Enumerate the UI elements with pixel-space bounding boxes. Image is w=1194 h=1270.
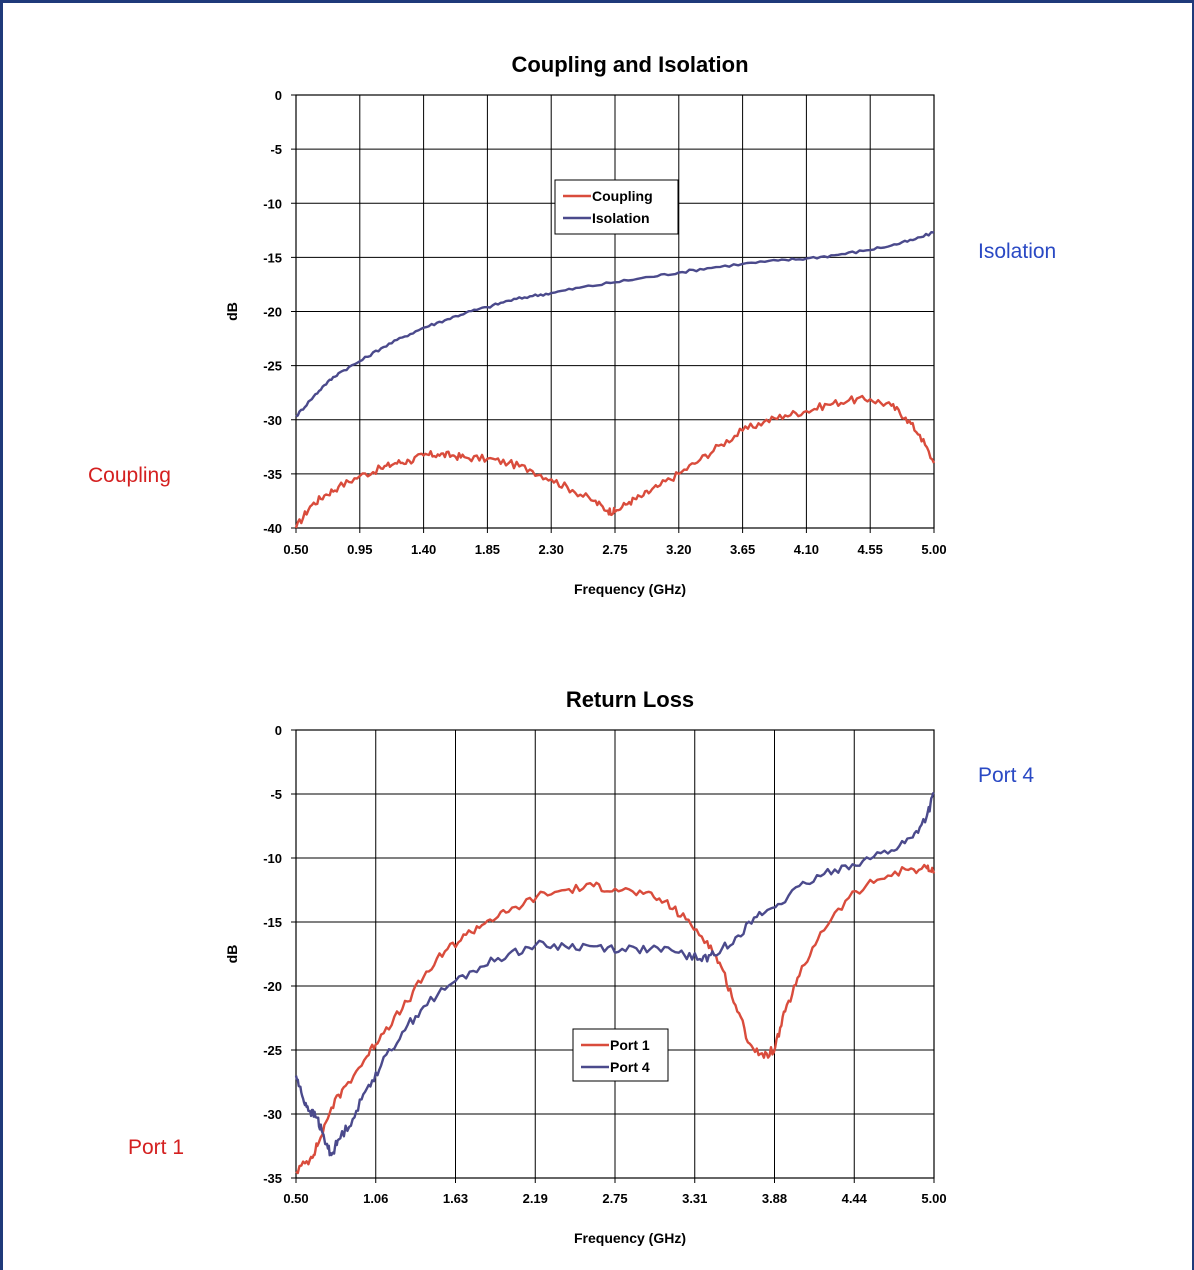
y-tick-label: -5 bbox=[270, 142, 282, 157]
y-tick-label: -20 bbox=[263, 979, 282, 994]
y-tick-label: -30 bbox=[263, 1107, 282, 1122]
chart-title: Return Loss bbox=[566, 687, 694, 712]
x-tick-label: 5.00 bbox=[921, 1191, 946, 1206]
series-line-coupling bbox=[294, 394, 936, 529]
x-tick-label: 0.50 bbox=[283, 542, 308, 557]
series-line-isolation bbox=[295, 230, 935, 418]
plot-area-border bbox=[295, 729, 935, 1179]
legend-entry-label: Port 1 bbox=[610, 1037, 650, 1053]
y-tick-label: -25 bbox=[263, 1043, 282, 1058]
x-tick-label: 1.85 bbox=[475, 542, 500, 557]
y-axis-label: dB bbox=[224, 302, 240, 321]
grid bbox=[291, 729, 935, 1183]
isolation-side-label: Isolation bbox=[978, 240, 1057, 263]
y-tick-label: -15 bbox=[263, 915, 282, 930]
port4-side-label: Port 4 bbox=[978, 764, 1035, 787]
legend: Port 1 Port 4 bbox=[572, 1028, 669, 1082]
y-tick-label: 0 bbox=[275, 723, 282, 738]
x-tick-label: 5.00 bbox=[921, 542, 946, 557]
x-tick-label: 4.55 bbox=[858, 542, 883, 557]
legend-entry-label: Isolation bbox=[592, 210, 650, 226]
x-tick-label: 1.63 bbox=[443, 1191, 468, 1206]
series-line-port-4 bbox=[294, 792, 935, 1157]
x-tick-label: 1.06 bbox=[363, 1191, 388, 1206]
x-tick-label: 0.50 bbox=[283, 1191, 308, 1206]
legend: Coupling Isolation bbox=[554, 179, 679, 235]
x-tick-label: 1.40 bbox=[411, 542, 436, 557]
plot-area-border bbox=[295, 94, 935, 529]
y-tick-label: -20 bbox=[263, 305, 282, 320]
coupling-side-label: Coupling bbox=[88, 464, 171, 487]
x-tick-label: 2.75 bbox=[602, 542, 627, 557]
x-tick-label: 3.88 bbox=[762, 1191, 787, 1206]
x-tick-label: 2.75 bbox=[602, 1191, 627, 1206]
y-tick-label: -10 bbox=[263, 851, 282, 866]
y-tick-label: -30 bbox=[263, 413, 282, 428]
y-tick-label: -5 bbox=[270, 787, 282, 802]
coupling-isolation-chart: Coupling and Isolation 0.50 0.95 1.40 1.85 2.… bbox=[224, 52, 947, 597]
legend-entry-label: Coupling bbox=[592, 188, 653, 204]
y-tick-label: 0 bbox=[275, 88, 282, 103]
x-tick-label: 0.95 bbox=[347, 542, 372, 557]
x-tick-label: 3.65 bbox=[730, 542, 755, 557]
x-tick-label: 2.19 bbox=[523, 1191, 548, 1206]
x-tick-label: 2.30 bbox=[539, 542, 564, 557]
port1-side-label: Port 1 bbox=[128, 1136, 185, 1159]
chart-title: Coupling and Isolation bbox=[511, 52, 748, 77]
grid bbox=[291, 94, 935, 533]
legend-box bbox=[572, 1028, 669, 1082]
x-tick-label: 3.20 bbox=[666, 542, 691, 557]
y-tick-label: -35 bbox=[263, 1171, 282, 1186]
legend-entry-label: Port 4 bbox=[610, 1059, 650, 1075]
y-tick-label: -25 bbox=[263, 359, 282, 374]
x-axis-label: Frequency (GHz) bbox=[574, 1230, 686, 1246]
x-tick-label: 3.31 bbox=[682, 1191, 707, 1206]
y-tick-label: -15 bbox=[263, 250, 282, 265]
y-tick-label: -35 bbox=[263, 467, 282, 482]
series-line-port-1 bbox=[295, 863, 936, 1175]
y-axis-label: dB bbox=[224, 945, 240, 964]
return-loss-chart: Return Loss 0.50 1.06 1.63 2.19 2.75 3.31 3.88 4… bbox=[224, 687, 947, 1246]
x-tick-label: 4.10 bbox=[794, 542, 819, 557]
x-tick-label: 4.44 bbox=[842, 1191, 868, 1206]
legend-box bbox=[554, 179, 679, 235]
y-tick-label: -10 bbox=[263, 196, 282, 211]
y-tick-label: -40 bbox=[263, 521, 282, 536]
x-axis-label: Frequency (GHz) bbox=[574, 581, 686, 597]
